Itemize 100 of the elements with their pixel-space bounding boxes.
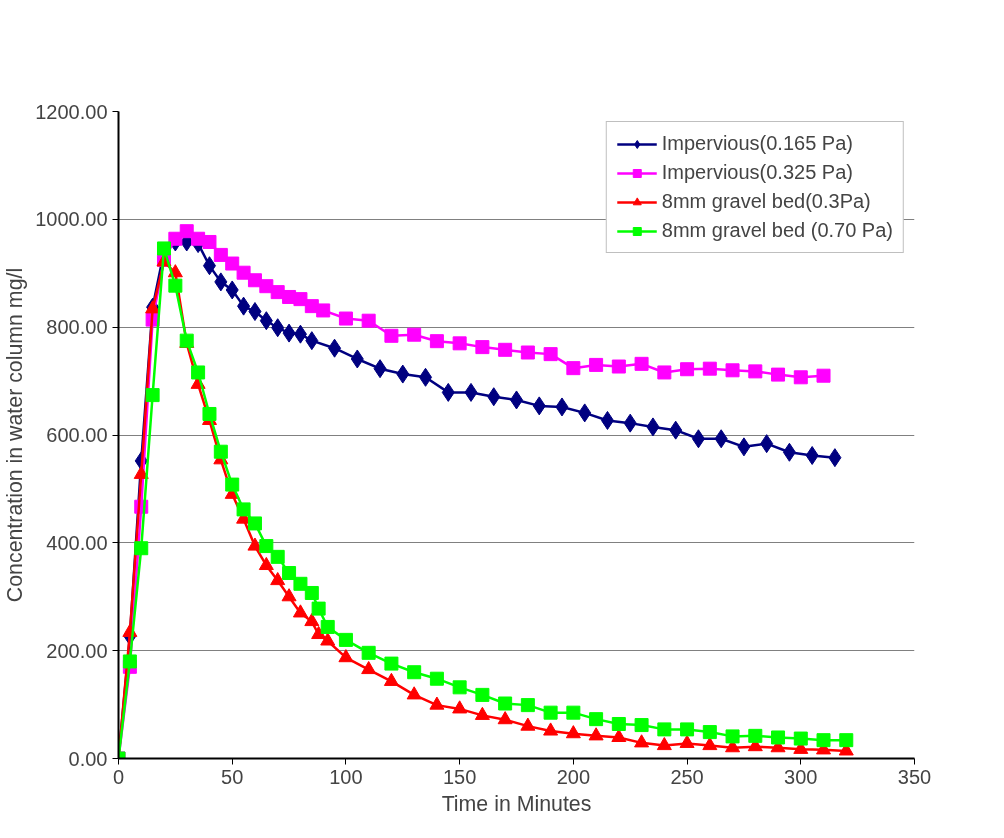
- point: [258, 556, 274, 571]
- x-tick-label: 0: [112, 765, 125, 788]
- point: [361, 660, 377, 675]
- y-tick-label: 800.00: [46, 316, 108, 339]
- point: [281, 588, 297, 602]
- point: [702, 725, 717, 740]
- point: [202, 406, 217, 421]
- y-tick-label: 0.00: [68, 747, 108, 770]
- point: [282, 323, 296, 343]
- y-tick-label: 1000.00: [35, 208, 108, 231]
- x-tick-label: 100: [329, 765, 363, 788]
- point: [441, 382, 455, 402]
- point: [760, 434, 774, 454]
- point: [271, 318, 285, 338]
- point: [520, 698, 535, 713]
- y-tick-label: 400.00: [46, 531, 108, 554]
- point: [793, 731, 808, 746]
- point: [669, 420, 683, 440]
- point: [133, 465, 149, 479]
- point: [543, 722, 559, 736]
- point: [782, 442, 796, 462]
- point: [156, 241, 171, 256]
- point: [805, 445, 819, 465]
- point: [259, 279, 274, 294]
- y-tick-label: 1200.00: [35, 100, 108, 123]
- point: [588, 727, 604, 741]
- point: [793, 370, 808, 385]
- point: [474, 706, 490, 720]
- point: [520, 345, 535, 360]
- point: [452, 700, 468, 714]
- point: [270, 549, 285, 564]
- point: [338, 311, 353, 326]
- legend-label: Impervious(0.165 Pa): [661, 132, 853, 155]
- point: [452, 680, 467, 695]
- x-tick-label: 250: [670, 765, 704, 788]
- point: [748, 728, 763, 743]
- point: [270, 571, 286, 586]
- point: [214, 272, 228, 292]
- point: [396, 364, 410, 384]
- point: [646, 417, 660, 437]
- point: [497, 711, 513, 725]
- point: [452, 336, 467, 351]
- point: [771, 367, 786, 382]
- point: [429, 334, 444, 349]
- point: [361, 645, 376, 660]
- point: [702, 361, 717, 376]
- point: [600, 410, 614, 430]
- point: [202, 256, 216, 276]
- point: [578, 403, 592, 423]
- point: [328, 338, 342, 358]
- point: [202, 234, 217, 249]
- point: [611, 716, 626, 731]
- point: [320, 619, 335, 634]
- point: [737, 437, 751, 457]
- x-tick-label: 150: [442, 765, 477, 788]
- x-tick-label: 300: [784, 765, 818, 788]
- point: [634, 734, 650, 748]
- point: [566, 705, 581, 720]
- point: [225, 477, 240, 492]
- point: [475, 687, 490, 702]
- point: [429, 671, 444, 686]
- point: [487, 387, 501, 407]
- point: [656, 736, 672, 751]
- point: [702, 736, 718, 751]
- point: [383, 672, 399, 686]
- point: [350, 349, 364, 369]
- point: [316, 303, 331, 318]
- point: [168, 278, 183, 293]
- x-tick-label: 350: [897, 765, 932, 788]
- point: [714, 429, 728, 449]
- point: [634, 718, 649, 733]
- point: [305, 331, 319, 351]
- point: [247, 516, 262, 531]
- point: [725, 729, 740, 744]
- point: [311, 625, 327, 640]
- point: [657, 365, 672, 380]
- point: [555, 397, 569, 417]
- point: [304, 612, 320, 627]
- point: [293, 324, 307, 344]
- point: [816, 368, 831, 383]
- point: [771, 730, 786, 745]
- point: [373, 359, 387, 379]
- point: [725, 363, 740, 378]
- point: [384, 328, 399, 343]
- point: [680, 722, 695, 737]
- point: [237, 296, 251, 316]
- point: [122, 654, 137, 669]
- point: [236, 265, 251, 280]
- point: [248, 302, 262, 322]
- point: [145, 388, 160, 403]
- point: [543, 705, 558, 720]
- point: [320, 632, 336, 646]
- point: [213, 247, 228, 262]
- point: [304, 585, 319, 600]
- point: [498, 696, 513, 711]
- legend-label: 8mm gravel bed(0.3Pa): [661, 190, 871, 213]
- point: [589, 712, 604, 727]
- point: [134, 541, 149, 556]
- point: [691, 429, 705, 449]
- point: [429, 696, 445, 710]
